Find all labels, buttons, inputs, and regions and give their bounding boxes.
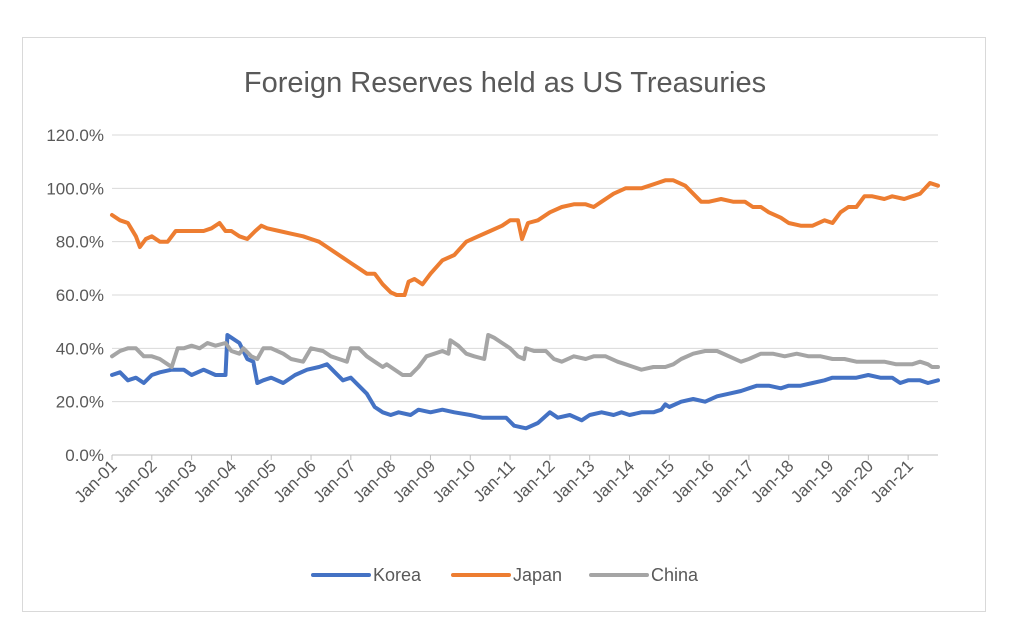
series-line-china <box>110 333 940 377</box>
x-tick-label: Jan-07 <box>309 456 359 506</box>
legend-item-japan: Japan <box>451 565 562 585</box>
y-axis: 0.0% 20.0% 40.0% 60.0% 80.0% 100.0% 120.0% <box>46 126 104 465</box>
x-tick-label: Jan-19 <box>787 456 837 506</box>
x-tick-label: Jan-06 <box>270 456 320 506</box>
x-axis: Jan-01Jan-02Jan-03Jan-04Jan-05Jan-06Jan-… <box>71 455 917 507</box>
x-tick-label: Jan-04 <box>190 456 240 506</box>
x-tick-label: Jan-13 <box>548 456 598 506</box>
x-tick-label: Jan-05 <box>230 456 280 506</box>
x-tick-label: Jan-17 <box>708 456 758 506</box>
x-tick-label: Jan-20 <box>827 456 877 506</box>
y-tick-label: 20.0% <box>56 393 104 412</box>
x-tick-label: Jan-11 <box>470 456 519 505</box>
series-line-korea <box>110 333 940 431</box>
legend: Korea Japan China <box>311 565 699 585</box>
x-tick-label: Jan-12 <box>509 456 559 506</box>
x-tick-label: Jan-21 <box>867 456 917 506</box>
series-line-japan <box>110 178 940 297</box>
x-tick-label: Jan-16 <box>668 456 718 506</box>
legend-label: China <box>651 565 699 585</box>
x-tick-label: Jan-03 <box>150 456 200 506</box>
y-tick-label: 0.0% <box>65 446 104 465</box>
x-tick-label: Jan-15 <box>628 456 678 506</box>
y-tick-label: 120.0% <box>46 126 104 145</box>
y-tick-label: 60.0% <box>56 286 104 305</box>
chart-title: Foreign Reserves held as US Treasuries <box>244 67 766 99</box>
chart-frame: Foreign Reserves held as US Treasuries 0… <box>22 37 986 612</box>
legend-item-korea: Korea <box>311 565 422 585</box>
x-tick-label: Jan-18 <box>747 456 797 506</box>
series-lines <box>110 178 940 431</box>
x-tick-label: Jan-02 <box>110 456 160 506</box>
y-tick-label: 40.0% <box>56 339 104 358</box>
y-tick-label: 100.0% <box>46 179 104 198</box>
x-tick-label: Jan-08 <box>349 456 399 506</box>
legend-label: Korea <box>373 565 422 585</box>
x-tick-label: Jan-09 <box>389 456 439 506</box>
x-tick-label: Jan-10 <box>429 456 479 506</box>
x-tick-label: Jan-14 <box>588 456 638 506</box>
y-tick-label: 80.0% <box>56 233 104 252</box>
grid-lines <box>112 134 938 456</box>
line-chart: Foreign Reserves held as US Treasuries 0… <box>46 67 940 585</box>
legend-item-china: China <box>589 565 699 585</box>
legend-label: Japan <box>513 565 562 585</box>
